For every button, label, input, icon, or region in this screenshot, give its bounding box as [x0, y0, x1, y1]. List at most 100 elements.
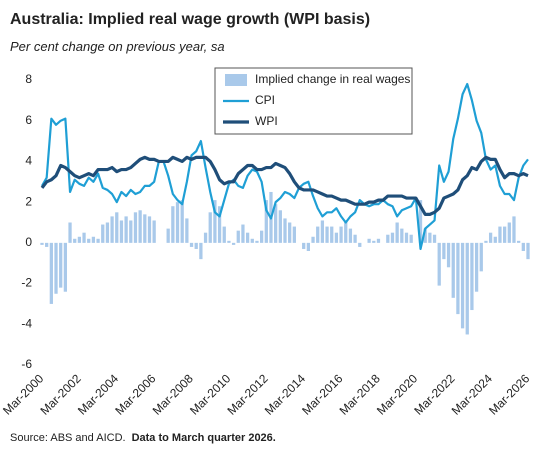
bar: [446, 242, 451, 268]
bar: [348, 228, 353, 243]
bar: [274, 204, 278, 243]
bar: [367, 238, 371, 243]
bar: [474, 242, 479, 292]
bar: [171, 206, 175, 243]
bar: [521, 242, 525, 251]
bar: [199, 242, 203, 260]
legend-label: WPI: [255, 114, 278, 128]
bar: [73, 238, 77, 243]
bar: [54, 242, 58, 294]
bar: [115, 212, 119, 243]
bar: [129, 220, 133, 243]
bar: [409, 234, 413, 243]
y-tick-label: -2: [21, 276, 32, 290]
bar: [390, 232, 395, 243]
bar: [325, 226, 329, 243]
bar: [166, 228, 170, 243]
bar: [245, 232, 250, 243]
bar: [250, 238, 254, 243]
bar: [442, 242, 446, 260]
bar: [395, 222, 399, 243]
bar: [358, 242, 362, 247]
bar: [208, 212, 212, 243]
bar: [353, 234, 357, 243]
x-tick-label: Mar-2026: [486, 371, 532, 417]
bar: [236, 230, 240, 243]
bar: [259, 230, 264, 243]
legend-label: CPI: [255, 93, 275, 107]
bar: [283, 218, 287, 243]
bar: [512, 216, 516, 243]
bar: [241, 224, 245, 243]
bar: [288, 222, 292, 243]
bar: [217, 206, 222, 243]
bar: [386, 234, 390, 243]
bar: [68, 222, 72, 243]
bar: [227, 240, 231, 243]
bar: [110, 216, 114, 243]
bar: [222, 226, 226, 243]
y-tick-label: 4: [25, 154, 32, 168]
bar: [96, 238, 100, 243]
bar: [59, 242, 63, 288]
data-note: Data to March quarter 2026.: [132, 432, 276, 444]
bar: [143, 214, 147, 243]
bar: [507, 222, 511, 243]
bar: [517, 240, 521, 243]
bar: [502, 226, 507, 243]
bar: [49, 242, 53, 304]
y-tick-label: 0: [25, 235, 32, 249]
line: [40, 155, 529, 216]
bar: [484, 240, 488, 243]
bar: [203, 232, 208, 243]
bar: [278, 210, 282, 243]
bar: [451, 242, 455, 298]
bar: [526, 242, 530, 260]
bar: [400, 228, 404, 243]
bar: [119, 220, 124, 243]
y-tick-label: -4: [21, 316, 32, 330]
bar: [180, 200, 184, 243]
bar: [124, 216, 128, 243]
bar: [147, 216, 152, 243]
bar: [320, 220, 325, 243]
bar: [428, 232, 432, 243]
bar: [330, 226, 334, 243]
bar: [45, 242, 49, 247]
bar: [306, 242, 311, 251]
bar: [470, 242, 474, 311]
source: Source: ABS and AICD.: [10, 432, 126, 444]
bar: [437, 242, 441, 286]
y-tick-label: -6: [21, 357, 32, 371]
bar: [63, 242, 68, 292]
bar: [344, 220, 348, 243]
bar: [460, 242, 465, 329]
bar: [292, 226, 296, 243]
legend-swatch: [225, 74, 247, 86]
bar: [264, 200, 268, 243]
bar: [432, 234, 437, 243]
bar: [87, 238, 91, 243]
bar: [77, 236, 82, 243]
chart-title: Australia: Implied real wage growth (WPI…: [10, 11, 370, 28]
bar: [488, 232, 493, 243]
bar: [376, 238, 381, 243]
bar: [101, 224, 105, 243]
bar: [175, 202, 180, 243]
bar: [185, 218, 189, 243]
bar: [334, 232, 339, 243]
bar: [105, 222, 110, 243]
bar: [40, 242, 44, 245]
bar: [138, 210, 142, 243]
bar: [498, 226, 502, 243]
y-tick-label: 6: [25, 113, 32, 127]
bar: [404, 232, 409, 243]
line: [41, 82, 529, 251]
bar: [194, 242, 198, 249]
bar: [423, 228, 427, 243]
bar: [493, 236, 497, 243]
bar: [189, 242, 194, 247]
bar: [152, 220, 156, 243]
bar: [133, 212, 138, 243]
